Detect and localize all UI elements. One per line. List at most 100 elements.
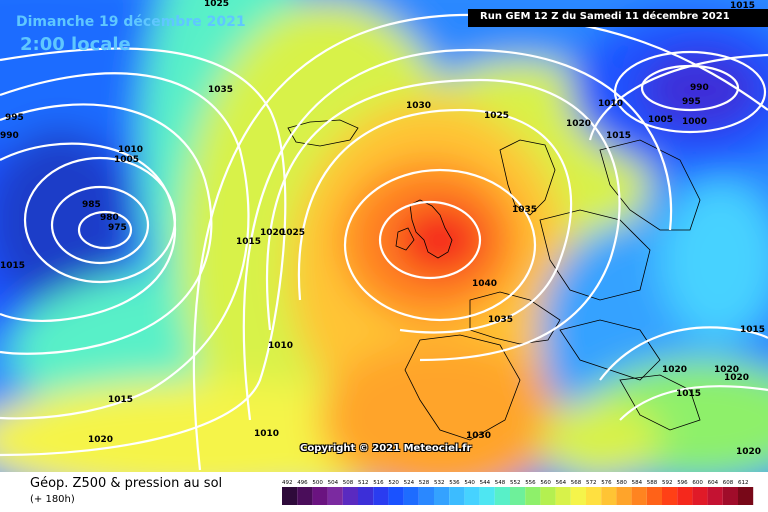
scale-tick-label: 584	[632, 480, 643, 486]
scale-swatch	[403, 487, 419, 505]
scale-tick-label: 604	[708, 480, 719, 486]
scale-swatch	[282, 487, 298, 505]
isobar-label: 1010	[598, 99, 623, 109]
scale-tick-label: 536	[449, 480, 460, 486]
scale-tick-label: 580	[616, 480, 627, 486]
scale-tick-label: 596	[677, 480, 688, 486]
scale-tick-label: 532	[434, 480, 445, 486]
isobar-label: 1015	[676, 389, 701, 399]
scale-tick-label: 576	[601, 480, 612, 486]
scale-swatch	[631, 487, 647, 505]
isobar-label: 1015	[0, 261, 25, 271]
scale-swatch	[449, 487, 465, 505]
isobar-label: 990	[690, 83, 709, 93]
scale-tick-label: 568	[571, 480, 582, 486]
isobar-label: 1030	[406, 101, 431, 111]
scale-tick-label: 512	[358, 480, 369, 486]
scale-tick-label: 504	[328, 480, 339, 486]
scale-swatch	[373, 487, 389, 505]
isobar-label: 985	[82, 200, 101, 210]
scale-tick-label: 572	[586, 480, 597, 486]
scale-tick-label: 556	[525, 480, 536, 486]
scale-swatch	[479, 487, 495, 505]
run-banner	[468, 9, 768, 27]
isobar-label: 995	[682, 97, 701, 107]
scale-tick-label: 600	[692, 480, 703, 486]
scale-tick-label: 496	[297, 480, 308, 486]
scale-swatch	[738, 487, 754, 505]
isobar-label: 1025	[204, 0, 229, 9]
forecast-time: 2:00 locale	[20, 34, 131, 55]
scale-swatch	[540, 487, 556, 505]
scale-tick-label: 520	[388, 480, 399, 486]
scale-tick-label: 492	[282, 480, 293, 486]
scale-swatch	[510, 487, 526, 505]
scale-swatch	[342, 487, 358, 505]
scale-swatch	[662, 487, 678, 505]
scale-tick-label: 524	[404, 480, 415, 486]
isobar-label: 1015	[740, 325, 765, 335]
legend-subtitle: (+ 180h)	[30, 494, 75, 505]
isobar-label: 1020	[260, 228, 285, 238]
isobar-label: 1020	[714, 365, 739, 375]
scale-swatch	[327, 487, 343, 505]
isobar-label: 1010	[268, 341, 293, 351]
isobar-label: 990	[0, 131, 19, 141]
scale-tick-label: 508	[343, 480, 354, 486]
isobar-label: 1010	[254, 429, 279, 439]
isobar-label: 1015	[606, 131, 631, 141]
scale-tick-label: 500	[312, 480, 323, 486]
isobar-label: 1025	[484, 111, 509, 121]
isobar-label: 980	[100, 213, 119, 223]
isobars	[0, 13, 768, 471]
isobar-label: 1015	[730, 1, 755, 11]
scale-tick-label: 612	[738, 480, 749, 486]
scale-tick-label: 540	[464, 480, 475, 486]
coastlines	[287, 119, 701, 441]
scale-swatch	[297, 487, 313, 505]
scale-tick-label: 552	[510, 480, 521, 486]
isobar-label: 1015	[108, 395, 133, 405]
isobar-label: 1030	[466, 431, 491, 441]
scale-swatch	[525, 487, 541, 505]
scale-swatch	[494, 487, 510, 505]
forecast-date: Dimanche 19 décembre 2021	[16, 14, 246, 30]
legend-title: Géop. Z500 & pression au sol	[30, 476, 223, 491]
scale-tick-label: 608	[723, 480, 734, 486]
isobar-label: 1020	[88, 435, 113, 445]
scale-tick-label: 516	[373, 480, 384, 486]
isobar-label: 1020	[724, 373, 749, 383]
scale-swatch	[601, 487, 617, 505]
scale-swatch	[616, 487, 632, 505]
scale-swatch	[570, 487, 586, 505]
scale-swatch	[646, 487, 662, 505]
isobar-label: 1000	[682, 117, 707, 127]
scale-swatch	[707, 487, 723, 505]
scale-tick-label: 564	[556, 480, 567, 486]
isobar-label: 1035	[208, 85, 233, 95]
scale-swatch	[722, 487, 738, 505]
scale-tick-label: 544	[480, 480, 491, 486]
scale-swatch	[388, 487, 404, 505]
isobar-label: 1020	[662, 365, 687, 375]
scale-swatch	[692, 487, 708, 505]
scale-swatch	[312, 487, 328, 505]
isobar-labels: 1035 1030 1025 1010 1015 1020 1005 995 9…	[0, 0, 765, 457]
scale-tick-label: 528	[419, 480, 430, 486]
scale-tick-label: 560	[540, 480, 551, 486]
scale-swatch	[464, 487, 480, 505]
scale-swatch	[586, 487, 602, 505]
scale-swatch	[418, 487, 434, 505]
run-info: Run GEM 12 Z du Samedi 11 décembre 2021	[480, 11, 730, 22]
isobar-label: 1005	[114, 155, 139, 165]
isobar-label: 1040	[472, 279, 497, 289]
isobar-label: 1020	[736, 447, 761, 457]
isobar-label: 1005	[648, 115, 673, 125]
isobar-label: 995	[5, 113, 24, 123]
scale-swatch	[555, 487, 571, 505]
copyright-notice: Copyright © 2021 Meteociel.fr	[300, 443, 472, 454]
isobar-label: 1035	[512, 205, 537, 215]
isobar-label: 1025	[280, 228, 305, 238]
scale-swatch	[358, 487, 374, 505]
color-scale: 492 496 500 504 508 512 516 520 524 528 532 536 540 5…	[282, 480, 754, 505]
